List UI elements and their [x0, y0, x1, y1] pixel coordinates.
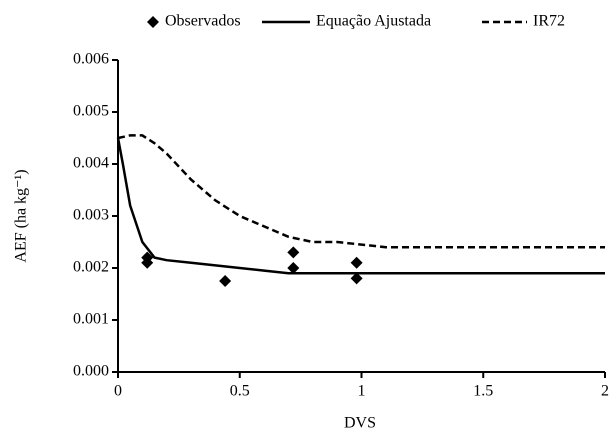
data-point	[350, 256, 363, 269]
legend-label: Equação Ajustada	[316, 13, 431, 30]
x-tick-label: 0	[114, 383, 122, 400]
x-tick-label: 0.5	[230, 383, 250, 400]
y-tick-label: 0.004	[73, 155, 109, 172]
data-point	[141, 256, 154, 269]
y-tick-label: 0.003	[73, 207, 109, 224]
data-point	[287, 262, 300, 274]
x-tick-label: 1	[358, 383, 366, 400]
y-tick-label: 0.005	[73, 103, 109, 120]
legend-label: Observados	[165, 13, 241, 30]
x-tick-label: 2	[601, 383, 609, 400]
data-point	[287, 246, 300, 259]
data-line	[117, 134, 605, 249]
y-tick-label: 0.006	[73, 51, 109, 68]
y-axis-title: AEF (ha kg⁻¹)	[13, 169, 30, 262]
y-tick-label: 0.001	[73, 311, 109, 328]
data-point	[350, 272, 363, 285]
y-tick-label: 0.000	[73, 363, 109, 380]
y-tick-label: 0.002	[73, 259, 109, 276]
legend-label: IR72	[533, 13, 565, 30]
data-point	[219, 275, 232, 287]
x-axis-title: DVS	[344, 415, 376, 432]
x-tick-label: 1.5	[473, 383, 493, 400]
data-line	[116, 137, 605, 275]
legend-marker	[147, 16, 159, 28]
